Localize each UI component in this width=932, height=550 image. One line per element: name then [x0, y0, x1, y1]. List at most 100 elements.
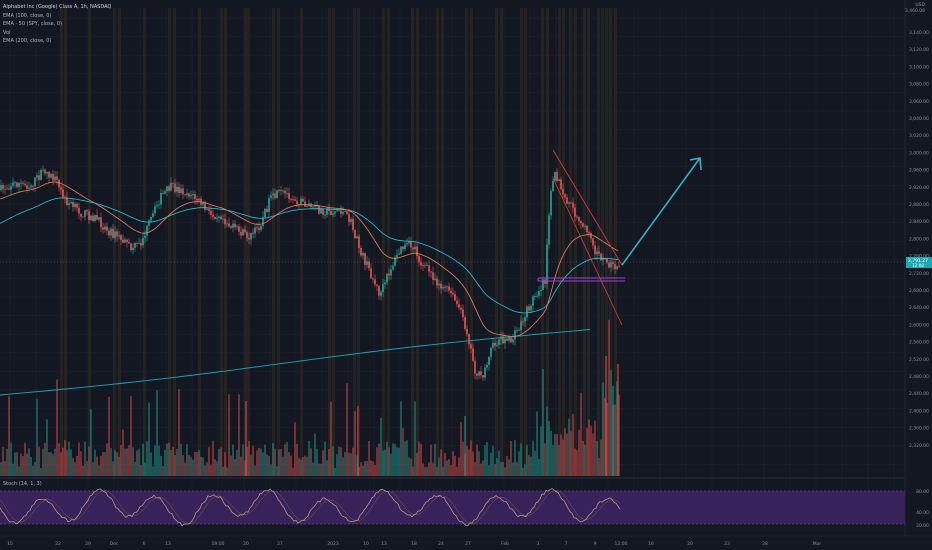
- volume-bar: [310, 448, 312, 476]
- volume-bar: [200, 456, 202, 476]
- candle-body: [176, 186, 178, 192]
- candle-body: [216, 217, 218, 219]
- volume-bar: [118, 456, 120, 476]
- volume-bar: [454, 455, 456, 476]
- candle-body: [340, 210, 342, 214]
- time-tick-label: 12:00: [615, 541, 628, 547]
- volume-bar: [80, 451, 82, 476]
- target-arrow-shaft: [621, 157, 701, 266]
- candle: [110, 226, 112, 241]
- indicator-ema-200[interactable]: EMA (200, close, 0): [3, 38, 52, 44]
- candle-body: [430, 271, 432, 273]
- candle-body: [142, 238, 144, 246]
- candle-body: [320, 208, 322, 214]
- candle-body: [358, 236, 360, 249]
- candle-body: [596, 251, 598, 255]
- volume-bar: [242, 444, 244, 476]
- volume-bar: [534, 451, 536, 476]
- volume-bar: [162, 466, 164, 476]
- candle-body: [90, 215, 92, 221]
- candle-body: [364, 252, 366, 265]
- volume-bar: [340, 447, 342, 476]
- candle-body: [372, 278, 374, 280]
- candle: [524, 314, 526, 328]
- volume-bar: [388, 447, 390, 476]
- candle-body: [66, 197, 68, 205]
- volume-bar: [240, 456, 242, 476]
- candle: [426, 262, 428, 266]
- candle: [496, 340, 498, 348]
- candle: [518, 327, 520, 332]
- price-tick-label: 2,840.00: [909, 219, 929, 225]
- candle-body: [478, 371, 480, 376]
- candle: [266, 205, 268, 213]
- indicator-volume[interactable]: Vol: [3, 29, 11, 36]
- candle: [504, 334, 506, 349]
- currency-sub: 3,460.08: [904, 9, 925, 14]
- volume-bar: [12, 463, 14, 476]
- chart-drawings[interactable]: [537, 149, 702, 326]
- highlight-band: [524, 8, 527, 476]
- volume-bar: [390, 453, 392, 476]
- price-scale[interactable]: 3,140.00 3,120.00 3,100.00 3,080.00 3,060.00…: [904, 0, 932, 550]
- volume-bar: [262, 452, 264, 476]
- candle: [84, 210, 86, 221]
- indicator-stoch[interactable]: Stoch (14, 1, 3): [3, 481, 42, 487]
- candle-body: [528, 306, 530, 311]
- candle-body: [536, 295, 538, 297]
- volume-bar: [198, 450, 200, 476]
- candle: [368, 258, 370, 271]
- volume-bar: [496, 458, 498, 476]
- volume-bar: [8, 396, 10, 476]
- volume-bar: [278, 449, 280, 476]
- indicator-ema-100[interactable]: EMA (100, close, 0): [3, 12, 52, 19]
- indicator-ema-50[interactable]: EMA · 50 (SPY, close, 0): [3, 21, 63, 27]
- candle-body: [504, 338, 506, 344]
- volume-bar: [362, 465, 364, 476]
- candle-body: [406, 243, 408, 245]
- highlight-band: [411, 8, 414, 476]
- candle: [68, 199, 70, 210]
- volume-bar: [146, 441, 148, 476]
- volume-bar: [556, 434, 558, 476]
- candle-body: [198, 198, 200, 201]
- time-scale[interactable]: 15 22 29 Dec 6 13 19:00 20 27 2023 10 13 18 24 27 Feb 3 7…: [0, 535, 932, 547]
- volume-bar: [102, 451, 104, 476]
- candle-body: [468, 334, 470, 345]
- candle-body: [416, 246, 418, 257]
- candle: [324, 210, 326, 220]
- candle-body: [50, 173, 52, 178]
- candle-body: [522, 321, 524, 323]
- candle: [30, 183, 32, 190]
- highlight-band: [569, 8, 572, 476]
- highlight-band: [224, 8, 227, 476]
- volume-bar: [346, 383, 348, 476]
- candle-body: [150, 216, 152, 221]
- volume-bar: [72, 457, 74, 476]
- candle-body: [108, 230, 110, 236]
- volume-bar: [258, 447, 260, 476]
- candle-body: [24, 183, 26, 186]
- volume-bar: [272, 443, 274, 476]
- volume-bar: [194, 452, 196, 476]
- candle-body: [328, 208, 330, 211]
- candle: [98, 217, 100, 223]
- candle: [514, 326, 516, 346]
- candle-body: [46, 171, 48, 174]
- candle-body: [302, 198, 304, 202]
- volume-bar: [374, 464, 376, 476]
- candle-body: [558, 179, 560, 181]
- candle: [360, 245, 362, 258]
- symbol-title[interactable]: Alphabet Inc (Google) Class A, 1h, NASDA…: [3, 4, 112, 10]
- candle-body: [466, 329, 468, 335]
- candle-body: [2, 185, 4, 189]
- volume-bar: [64, 440, 66, 476]
- candle: [290, 197, 292, 203]
- candle-body: [438, 283, 440, 286]
- candle: [570, 201, 572, 204]
- volume-bar: [562, 439, 564, 476]
- volume-bar: [550, 430, 552, 476]
- candle: [246, 230, 248, 242]
- candle: [592, 238, 594, 250]
